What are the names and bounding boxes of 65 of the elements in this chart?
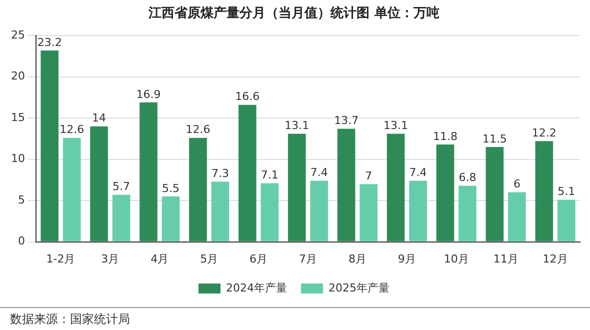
data-label: 12.6 <box>186 123 210 136</box>
y-tick-label: 15 <box>10 110 25 124</box>
legend-label: 2024年产量 <box>226 281 288 294</box>
x-tick-label: 6月 <box>250 252 268 266</box>
x-tick-label: 5月 <box>200 252 218 266</box>
bar <box>40 50 58 242</box>
data-label: 7.4 <box>409 166 427 180</box>
data-label: 7.4 <box>310 166 328 180</box>
y-tick-label: 20 <box>10 70 25 83</box>
data-label: 6.8 <box>458 171 476 184</box>
bar <box>386 134 405 242</box>
data-label: 23.2 <box>37 36 62 49</box>
y-tick-label: 25 <box>10 28 25 42</box>
bar <box>288 134 306 242</box>
bar <box>90 126 108 242</box>
x-tick-label: 10月 <box>444 252 469 266</box>
x-tick-label: 11月 <box>493 252 518 266</box>
data-label: 5.7 <box>112 180 130 194</box>
data-label: 7.1 <box>260 168 278 182</box>
bar <box>508 192 526 242</box>
data-label: 6 <box>513 178 520 191</box>
chart-title: 江西省原煤产量分月（当月值）统计图 单位：万吨 <box>148 5 440 22</box>
data-label: 5.1 <box>558 185 576 198</box>
x-tick-label: 3月 <box>101 252 120 266</box>
bar <box>162 196 180 242</box>
bar <box>62 138 81 242</box>
bar <box>140 102 158 242</box>
x-tick-label: 7月 <box>299 252 317 266</box>
bar <box>211 182 230 242</box>
x-tick-label: 9月 <box>398 252 416 266</box>
bar <box>535 141 554 242</box>
bar <box>260 183 279 242</box>
data-label: 12.2 <box>532 126 556 140</box>
bar <box>112 194 130 242</box>
bar <box>558 200 576 242</box>
data-label: 16.6 <box>235 90 260 104</box>
legend-label: 2025年产量 <box>328 281 390 294</box>
x-tick-label: 12月 <box>542 252 568 266</box>
bar <box>360 184 378 242</box>
bar <box>337 128 356 242</box>
y-tick-label: 10 <box>10 152 25 166</box>
data-label: 5.5 <box>162 182 180 195</box>
bar <box>409 180 427 242</box>
y-tick-label: 5 <box>18 193 25 206</box>
data-label: 12.6 <box>60 123 84 136</box>
bar <box>310 180 328 242</box>
data-label: 13.1 <box>284 119 310 132</box>
data-label: 13.7 <box>334 114 359 128</box>
data-label: 14 <box>92 112 106 125</box>
source-note: 数据来源：国家统计局 <box>10 312 130 326</box>
x-tick-label: 4月 <box>150 252 169 266</box>
y-tick-label: 0 <box>18 234 25 248</box>
bar <box>436 144 454 242</box>
bar <box>238 104 256 242</box>
x-tick-label: 1-2月 <box>46 252 76 266</box>
data-label: 11.8 <box>432 130 458 143</box>
bar <box>189 138 207 242</box>
data-label: 16.9 <box>136 88 161 101</box>
data-label: 13.1 <box>384 119 408 132</box>
bar <box>458 186 476 242</box>
bar <box>486 146 504 242</box>
data-label: 11.5 <box>482 132 507 146</box>
x-tick-label: 8月 <box>348 252 366 266</box>
data-label: 7.3 <box>211 166 229 180</box>
data-label: 7 <box>365 169 372 182</box>
